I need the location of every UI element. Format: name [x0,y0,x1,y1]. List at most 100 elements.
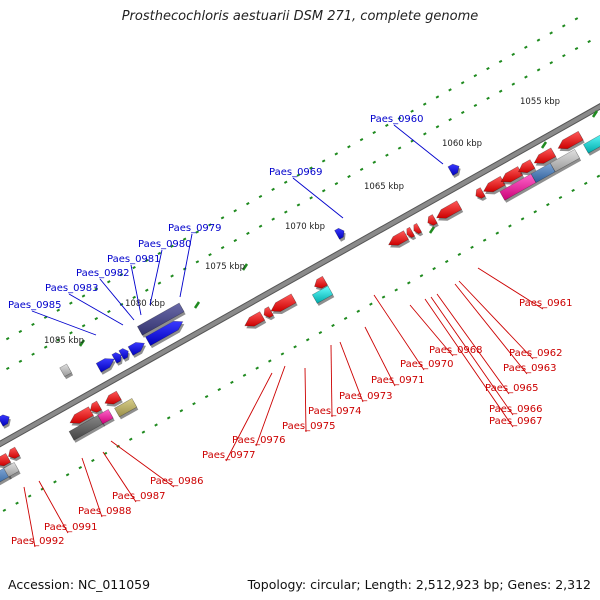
outer-scale-tick [283,180,288,184]
outer-scale-tick [524,45,528,49]
reverse-leader-line [81,457,103,518]
forward-leader-line [68,293,124,326]
inner-scale-tick [574,46,579,51]
gene-feature [447,163,460,176]
inner-scale-tick [309,196,313,200]
outer-scale-tick [321,159,326,163]
outer-scale-tick [144,258,149,263]
inner-scale-tick [31,352,35,356]
inner-scale-tick [397,146,402,150]
forward-leader-line [393,124,444,165]
inner-scale-tick [473,103,478,108]
outer-scale-tick [106,280,111,284]
outer-scale-tick [549,31,553,35]
inner-scale-tick [107,309,111,314]
inner-scale-tick [435,125,440,129]
reverse-scale-tick [318,330,323,335]
reverse-scale-tick [571,188,575,193]
outer-scale-tick [498,59,503,64]
reverse-gene-label: Paes_0974 [308,406,362,417]
reverse-gene-label: Paes_0992 [11,536,65,547]
reverse-gene-label: Paes_0963 [503,363,557,374]
forward-leader-line [31,310,97,336]
reverse-scale-tick [381,295,386,299]
backbone [0,103,600,448]
forward-leader-line [292,177,344,219]
gene-feature [427,214,438,226]
inner-scale-tick [56,338,61,342]
reverse-leader-line [330,344,333,418]
inner-scale-tick [334,182,339,186]
forward-gene-label: Paes_0960 [370,114,424,125]
reverse-gene-label: Paes_0986 [150,476,204,487]
reverse-gene-label: Paes_0976 [232,435,286,446]
reverse-gene-label: Paes_0977 [202,450,256,461]
outer-scale-tick [536,38,541,42]
inner-scale-tick [448,118,452,122]
reverse-scale-tick [419,274,424,278]
reverse-scale-tick [91,458,95,463]
outer-scale-tick [359,138,364,142]
gene-feature [118,348,129,360]
reverse-scale-tick [280,352,285,356]
inner-scale-tick [18,359,23,363]
inner-scale-tick [549,61,554,65]
map-title: Prosthecochloris aestuarii DSM 271, comp… [121,9,479,24]
major-tick [241,263,249,271]
reverse-leader-line [364,326,396,387]
reverse-scale-tick [508,224,512,228]
forward-gene-label: Paes_0969 [269,167,323,178]
reverse-scale-tick [166,416,171,420]
outer-scale-tick [460,81,465,85]
gene-feature [114,397,138,418]
reverse-scale-tick [2,508,7,512]
reverse-scale-tick [596,174,600,178]
outer-scale-tick [271,187,275,191]
forward-leader-line [130,264,142,316]
reverse-gene-label: Paes_0968 [429,345,483,356]
reverse-scale-tick [444,259,449,264]
reverse-scale-tick [457,252,462,257]
reverse-leader-line [38,480,69,534]
reverse-leader-line [458,280,534,360]
outer-scale-tick [119,273,124,277]
reverse-gene-label: Paes_0988 [78,506,132,517]
forward-leader-line [99,278,135,321]
major-tick [78,339,86,347]
inner-scale-tick [233,238,238,243]
reverse-gene-label: Paes_0961 [519,298,573,309]
reverse-scale-tick [558,195,563,200]
inner-scale-tick [524,75,528,79]
reverse-scale-tick [293,345,297,349]
outer-scale-tick [511,52,516,56]
scale-label: 1065 kbp [364,182,404,192]
gene-feature [582,134,600,154]
reverse-leader-line [436,293,510,395]
reverse-scale-tick [533,210,538,214]
outer-scale-tick [5,337,10,341]
gene-feature [0,414,10,427]
outer-scale-tick [18,329,23,334]
outer-scale-tick [132,265,136,270]
inner-scale-tick [284,210,288,214]
gene-feature [388,230,409,246]
outer-scale-tick [94,287,98,291]
outer-scale-tick [397,116,402,120]
gene-feature [311,285,334,304]
gene-feature [518,159,536,174]
reverse-scale-tick [495,231,500,235]
scale-ticks: 1055 kbp 1060 kbp 1065 kbp 1070 kbp 1075 kbp… [2,17,600,512]
outer-scale-tick [296,173,301,177]
reverse-leader-line [409,304,454,357]
accession-text: Accession: NC_011059 [8,577,151,592]
outer-scale-tick [220,216,225,220]
gene-feature [475,187,486,199]
gene-feature [533,147,557,164]
outer-scale-tick [448,88,452,92]
inner-scale-tick [258,224,263,228]
inner-scale-tick [246,231,250,235]
inner-scale-tick [511,82,516,86]
inner-scale-tick [460,110,465,115]
genome-summary-text: Topology: circular; Length: 2,512,923 bp… [247,577,591,592]
inner-scale-tick [359,167,364,172]
